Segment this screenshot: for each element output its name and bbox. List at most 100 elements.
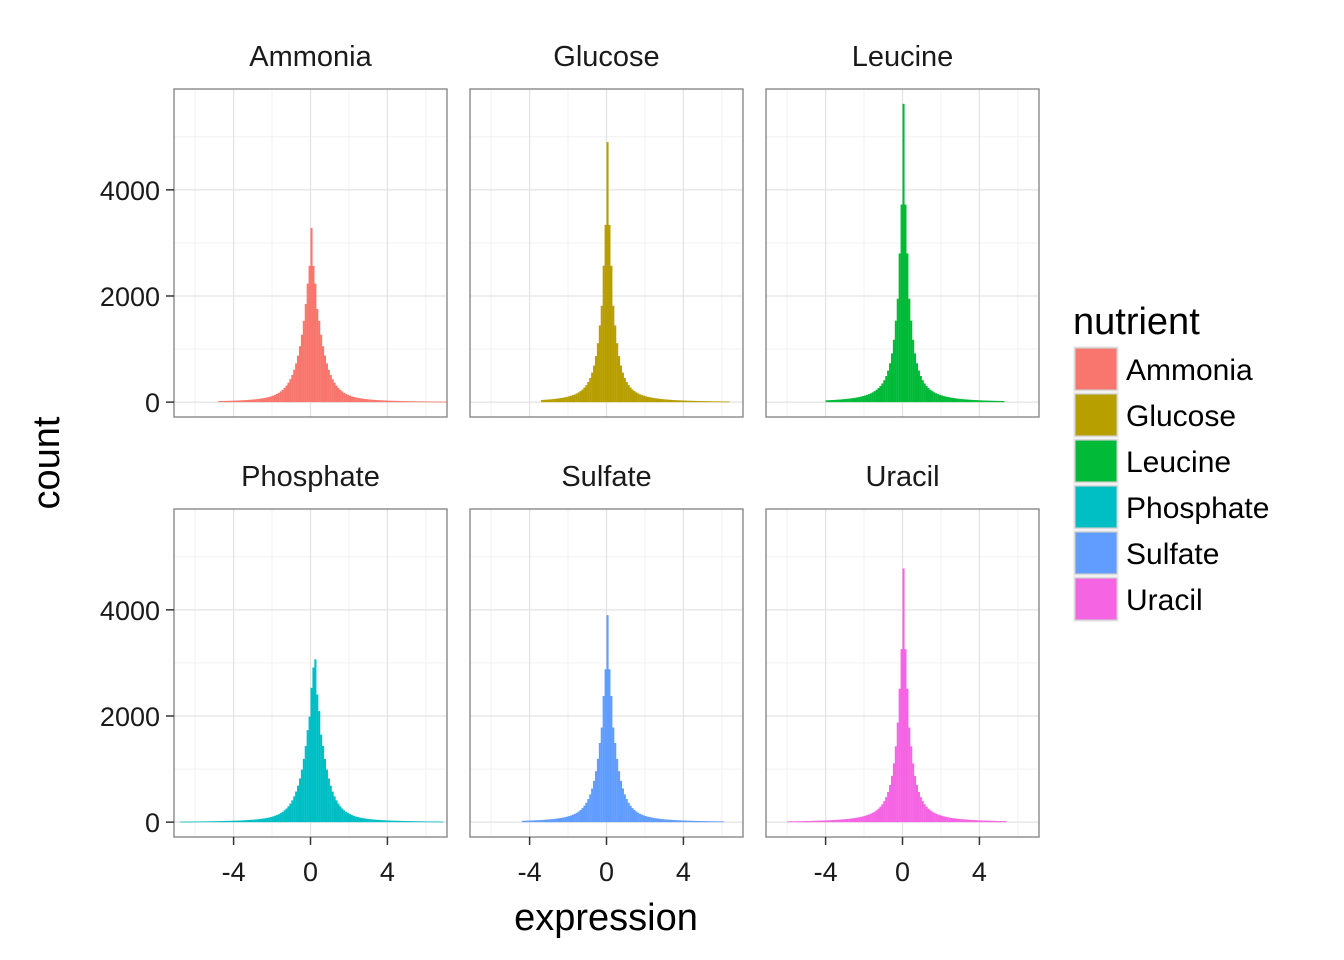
histogram-bar-uracil [964,819,967,823]
histogram-bar-leucine [912,339,915,403]
histogram-bar-uracil [864,815,867,823]
histogram-bar-phosphate [327,778,330,823]
histogram-bar-glucose [714,401,717,403]
histogram-bar-glucose [627,385,630,403]
histogram-bar-leucine [939,394,942,403]
histogram-bar-uracil [792,821,795,823]
histogram-bar-phosphate [231,820,234,823]
histogram-bar-leucine [977,400,980,403]
histogram-bar-uracil [810,820,813,823]
histogram-bar-ammonia [343,392,346,403]
histogram-bar-ammonia [327,369,330,403]
histogram-bar-sulfate [706,821,709,823]
y-tick-label: 4000 [100,176,160,206]
histogram-bar-sulfate [608,669,611,823]
histogram-bar-phosphate [247,820,250,823]
histogram-bar-phosphate [222,821,225,823]
histogram-bar-uracil [896,722,899,823]
histogram-bar-sulfate [668,819,671,823]
histogram-bar-phosphate [245,820,248,823]
histogram-bar-ammonia [439,401,442,403]
histogram-bar-leucine [871,392,874,403]
histogram-bar-ammonia [389,400,392,403]
histogram-bar-leucine [837,399,840,403]
histogram-bar-phosphate [429,821,432,823]
histogram-bar-phosphate [410,821,413,823]
histogram-bar-sulfate [691,820,694,823]
histogram-bar-leucine [831,400,834,403]
histogram-bar-ammonia [297,355,300,403]
histogram-bar-uracil [827,820,830,823]
histogram-bar-glucose [581,389,584,403]
histogram-bar-uracil [915,785,919,823]
histogram-bar-glucose [673,400,676,403]
histogram-bar-glucose [610,265,613,403]
histogram-bar-uracil [815,820,819,823]
histogram-bar-leucine [827,400,830,403]
histogram-bar-uracil [979,820,982,823]
histogram-bar-glucose [727,401,730,403]
histogram-bar-sulfate [710,821,713,823]
histogram-bar-ammonia [398,400,402,403]
histogram-bar-sulfate [679,820,682,823]
histogram-bar-phosphate [295,791,298,823]
histogram-bar-leucine [848,398,851,403]
histogram-bar-ammonia [400,401,403,403]
histogram-bar-sulfate [527,820,530,823]
histogram-bar-sulfate [658,818,661,823]
legend-label-uracil: Uracil [1126,584,1203,617]
histogram-bar-ammonia [431,401,434,403]
histogram-bar-sulfate [662,819,665,823]
histogram-bar-phosphate [420,821,423,823]
histogram-bar-leucine [923,383,926,403]
histogram-bar-sulfate [521,820,524,823]
histogram-bar-glucose [548,399,551,403]
histogram-bar-uracil [971,819,974,823]
histogram-bar-uracil [917,791,920,823]
histogram-bar-ammonia [354,397,357,403]
x-tick-label: -4 [222,857,246,887]
histogram-bar-leucine [929,389,932,403]
histogram-bar-uracil [881,804,884,823]
histogram-bar-glucose [646,396,649,403]
histogram-bar-ammonia [366,399,369,403]
histogram-bar-sulfate [571,814,574,823]
histogram-bar-ammonia [250,399,253,403]
histogram-bar-sulfate [604,669,607,823]
histogram-bar-glucose [594,356,598,403]
histogram-bar-uracil [840,819,844,823]
histogram-bar-glucose [648,397,651,403]
histogram-bar-leucine [965,399,969,403]
histogram-bar-glucose [658,398,661,403]
x-tick-label: 0 [895,857,910,887]
histogram-bar-ammonia [435,401,438,403]
histogram-bar-glucose [687,400,690,403]
histogram-bar-uracil [931,811,934,823]
histogram-bar-leucine [856,397,859,403]
histogram-bar-phosphate [291,800,294,823]
histogram-bar-uracil [960,819,963,823]
histogram-bar-phosphate [260,818,263,823]
histogram-bar-glucose [654,398,657,403]
histogram-bar-phosphate [383,820,386,823]
histogram-bar-phosphate [325,769,328,823]
histogram-bar-leucine [962,399,965,403]
histogram-bar-uracil [871,812,874,823]
histogram-bar-uracil [958,818,961,823]
histogram-bar-sulfate [569,815,573,823]
histogram-bar-uracil [858,817,861,823]
histogram-bar-ammonia [385,400,388,403]
histogram-bar-leucine [898,253,901,403]
histogram-bar-uracil [862,816,865,823]
histogram-bar-phosphate [223,820,227,823]
histogram-bar-uracil [842,819,845,823]
histogram-bar-ammonia [358,398,361,403]
histogram-bar-uracil [990,820,994,823]
histogram-bar-leucine [919,376,922,403]
histogram-bar-glucose [560,397,563,403]
histogram-bar-sulfate [602,695,605,823]
histogram-bar-phosphate [252,819,255,823]
histogram-bar-leucine [883,380,886,403]
histogram-bar-sulfate [643,815,646,823]
histogram-bar-phosphate [412,821,415,823]
